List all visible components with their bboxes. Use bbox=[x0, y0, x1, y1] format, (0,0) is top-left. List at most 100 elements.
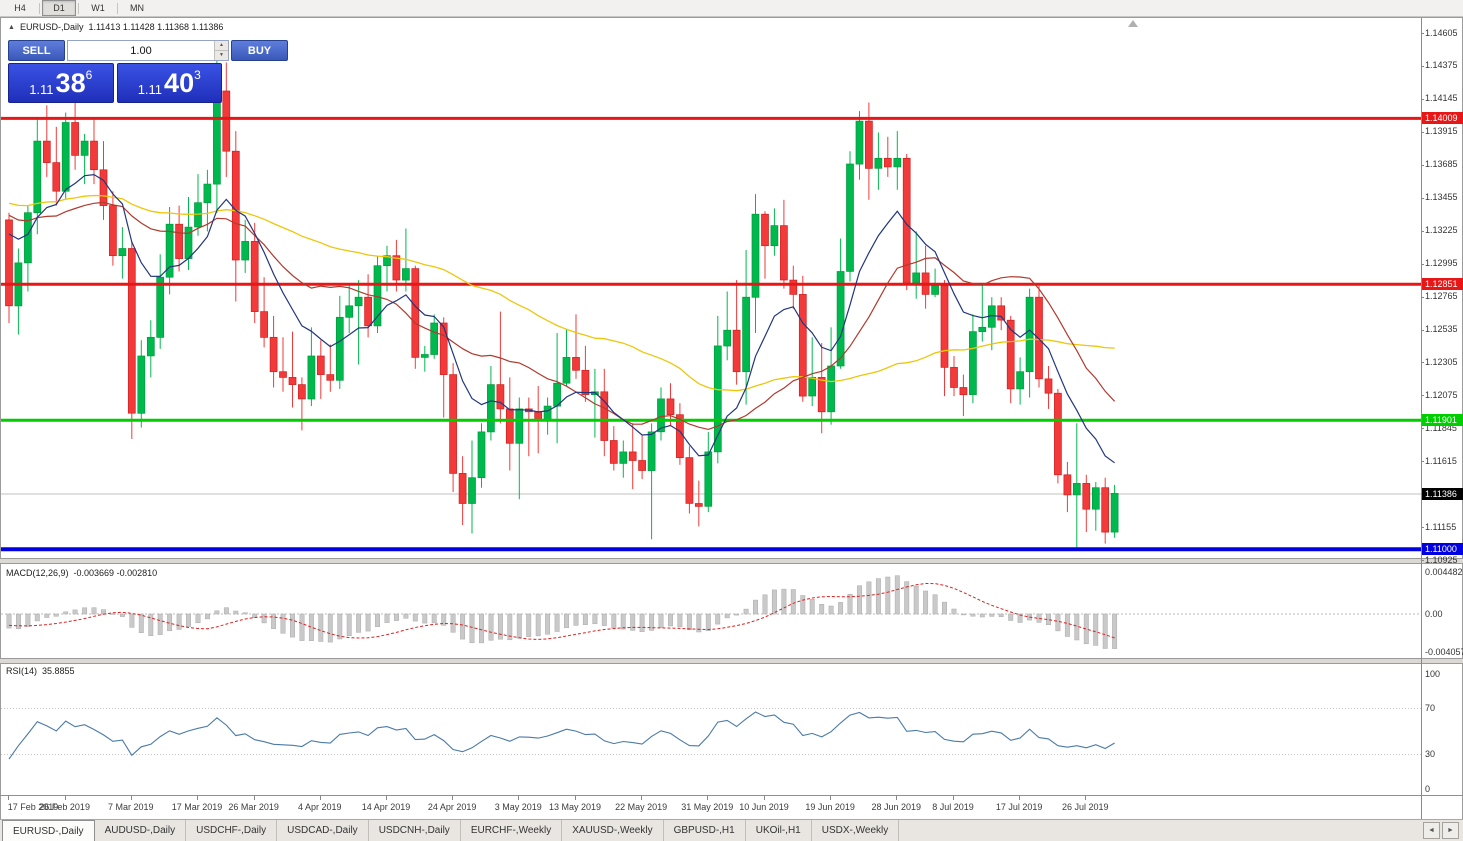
price-axis-tick bbox=[1421, 197, 1424, 199]
indicator-axis-label: 70 bbox=[1425, 703, 1436, 713]
pane-divider-rsi[interactable] bbox=[0, 658, 1463, 664]
chart-tab-USDCHF-Daily[interactable]: USDCHF-,Daily bbox=[186, 820, 278, 841]
volume-field: ▲ ▼ bbox=[67, 40, 229, 61]
price-axis-tick bbox=[1421, 98, 1424, 100]
chart-tab-AUDUSD-Daily[interactable]: AUDUSD-,Daily bbox=[95, 820, 187, 841]
date-axis-tick bbox=[1085, 796, 1087, 800]
chart-tab-USDCAD-Daily[interactable]: USDCAD-,Daily bbox=[277, 820, 369, 841]
price-axis-label: 1.10925 bbox=[1425, 554, 1458, 565]
price-axis-tick bbox=[1421, 131, 1424, 133]
price-axis-tick bbox=[1421, 164, 1424, 166]
rsi-value: 35.8855 bbox=[42, 666, 75, 676]
tab-scroll-left-icon[interactable]: ◄ bbox=[1423, 822, 1440, 839]
chart-tab-bar: EURUSD-,Daily AUDUSD-,Daily USDCHF-,Daily U… bbox=[0, 819, 1463, 841]
price-axis-tick bbox=[1421, 33, 1424, 34]
buy-price-pip: 3 bbox=[194, 68, 201, 82]
price-axis-label: 1.12305 bbox=[1425, 356, 1458, 367]
tab-scroll-arrows: ◄ ► bbox=[1423, 820, 1463, 841]
price-axis-label: 1.13225 bbox=[1425, 225, 1458, 236]
price-line-label: 1.11000 bbox=[1422, 543, 1463, 556]
volume-input[interactable] bbox=[68, 41, 214, 60]
one-click-collapse-icon[interactable]: ▲ bbox=[8, 23, 15, 31]
indicator-axis-label: 0 bbox=[1425, 783, 1431, 794]
indicator-axis-label: 30 bbox=[1425, 749, 1436, 759]
volume-down-button[interactable]: ▼ bbox=[215, 51, 228, 60]
date-axis-label: 3 May 2019 bbox=[494, 802, 542, 812]
price-axis-label: 1.11845 bbox=[1425, 422, 1457, 433]
date-axis-label: 26 Feb 2019 bbox=[39, 802, 90, 812]
date-axis-tick bbox=[8, 796, 9, 800]
price-axis-tick bbox=[1421, 560, 1424, 561]
date-axis-label: 7 Mar 2019 bbox=[108, 802, 154, 812]
sell-price-panel[interactable]: 1.11 38 6 bbox=[8, 63, 114, 103]
price-axis-label: 1.14605 bbox=[1425, 27, 1458, 38]
buy-button[interactable]: BUY bbox=[231, 40, 288, 61]
indicator-axis-label: -0.004057 bbox=[1425, 646, 1463, 657]
timeframe-button-D1[interactable]: D1 bbox=[42, 0, 76, 16]
rsi-title: RSI(14) bbox=[6, 666, 38, 676]
chart-ohlc-values: 1.11413 1.11428 1.11368 1.11386 bbox=[88, 22, 224, 32]
toolbar-separator bbox=[78, 2, 79, 14]
chart-tab-USDCNH-Daily[interactable]: USDCNH-,Daily bbox=[369, 820, 461, 841]
macd-canvas[interactable] bbox=[1, 564, 1421, 658]
date-axis-tick bbox=[253, 796, 255, 800]
chart-header: ▲ EURUSD-,Daily 1.11413 1.11428 1.11368 … bbox=[8, 22, 223, 32]
date-axis-tick bbox=[953, 796, 954, 800]
volume-up-button[interactable]: ▲ bbox=[215, 41, 228, 51]
date-axis-tick bbox=[830, 796, 832, 800]
rsi-canvas[interactable] bbox=[1, 662, 1421, 794]
price-axis-label: 1.13455 bbox=[1425, 192, 1458, 203]
date-axis-tick bbox=[896, 796, 898, 800]
price-axis-label: 1.12535 bbox=[1425, 324, 1458, 334]
timeframe-button-MN[interactable]: MN bbox=[130, 3, 144, 13]
rsi-label: RSI(14) 35.8855 bbox=[6, 666, 75, 676]
date-axis-label: 14 Apr 2019 bbox=[361, 802, 411, 812]
date-axis-label: 17 Feb 2019 bbox=[7, 802, 59, 812]
buy-price-panel[interactable]: 1.11 40 3 bbox=[116, 63, 222, 103]
price-axis-tick bbox=[1421, 527, 1424, 529]
price-axis-tick bbox=[1421, 230, 1424, 232]
price-axis-tick bbox=[1421, 263, 1424, 265]
main-chart-canvas[interactable] bbox=[1, 18, 1421, 560]
price-axis-border bbox=[1421, 18, 1422, 819]
date-axis-label: 4 Apr 2019 bbox=[298, 802, 342, 812]
chart-tab-UKOil-H1[interactable]: UKOil-,H1 bbox=[746, 820, 812, 841]
price-axis-tick bbox=[1421, 395, 1424, 397]
date-axis-label: 8 Jul 2019 bbox=[932, 802, 974, 812]
price-axis-label: 1.13685 bbox=[1425, 159, 1458, 170]
price-line-label: 1.11386 bbox=[1422, 488, 1463, 500]
pane-divider-macd[interactable] bbox=[0, 558, 1463, 564]
sell-button[interactable]: SELL bbox=[8, 40, 65, 61]
price-axis-label: 1.13915 bbox=[1425, 126, 1458, 137]
price-axis-label: 1.12765 bbox=[1425, 291, 1458, 301]
date-axis-label: 17 Jul 2019 bbox=[995, 802, 1043, 812]
price-axis-tick bbox=[1421, 428, 1424, 430]
date-axis[interactable]: 17 Feb 2019 26 Feb 2019 7 Mar 2019 17 Mar 2… bbox=[0, 796, 1421, 819]
macd-title: MACD(12,26,9) bbox=[6, 568, 69, 578]
timeframe-button-H4[interactable]: H4 bbox=[14, 3, 26, 13]
date-axis-label: 17 Mar 2019 bbox=[171, 802, 223, 812]
date-axis-label: 28 Jun 2019 bbox=[871, 802, 922, 812]
chart-tab-GBPUSD-H1[interactable]: GBPUSD-,H1 bbox=[664, 820, 746, 841]
date-axis-tick bbox=[641, 796, 643, 800]
chart-tab-EURUSD-Daily[interactable]: EURUSD-,Daily bbox=[2, 820, 95, 841]
price-axis-tick bbox=[1421, 296, 1424, 298]
date-axis-tick bbox=[707, 796, 709, 800]
date-axis-tick bbox=[130, 796, 132, 800]
toolbar-separator bbox=[117, 2, 118, 14]
macd-values: -0.003669 -0.002810 bbox=[73, 568, 158, 578]
date-axis-tick bbox=[386, 796, 387, 800]
chart-tab-USDX-Weekly[interactable]: USDX-,Weekly bbox=[812, 820, 900, 841]
chart-tab-EURCHF-Weekly[interactable]: EURCHF-,Weekly bbox=[461, 820, 563, 841]
timeframe-button-W1[interactable]: W1 bbox=[91, 3, 105, 13]
date-axis-label: 10 Jun 2019 bbox=[739, 802, 789, 812]
date-axis-tick bbox=[197, 796, 198, 800]
price-line-label: 1.14009 bbox=[1422, 112, 1463, 125]
timeframe-toolbar: H4 D1 W1 MN bbox=[0, 0, 1463, 17]
price-axis-label: 1.11155 bbox=[1425, 521, 1457, 532]
indicator-axis-label: 0.00 bbox=[1425, 608, 1443, 619]
chart-tab-XAUUSD-Weekly[interactable]: XAUUSD-,Weekly bbox=[562, 820, 664, 841]
price-axis-label: 1.12075 bbox=[1425, 389, 1458, 400]
date-axis-label: 13 May 2019 bbox=[548, 802, 602, 812]
tab-scroll-right-icon[interactable]: ► bbox=[1442, 822, 1459, 839]
